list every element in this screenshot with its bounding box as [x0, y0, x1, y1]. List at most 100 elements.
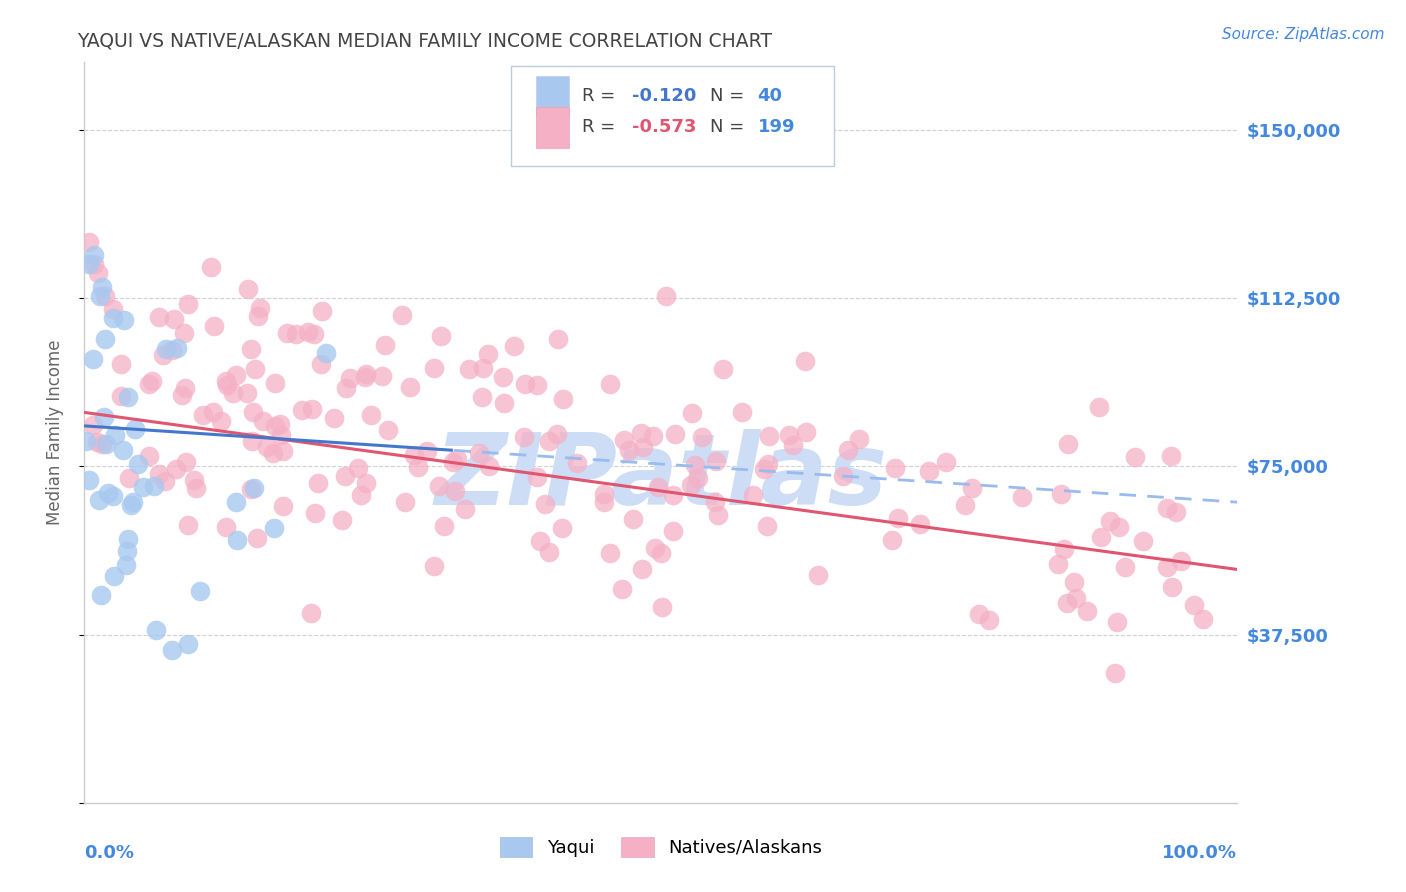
Yaqui	[77, 474, 100, 488]
Natives/Alaskans	[1063, 575, 1085, 590]
Natives/Alaskans	[377, 423, 399, 437]
Yaqui	[90, 587, 112, 601]
Natives/Alaskans	[599, 377, 621, 392]
Natives/Alaskans	[513, 377, 536, 392]
Natives/Alaskans	[1047, 557, 1070, 571]
Natives/Alaskans	[731, 405, 754, 419]
Natives/Alaskans	[478, 458, 501, 473]
Natives/Alaskans	[173, 381, 195, 395]
Natives/Alaskans	[884, 461, 907, 475]
Natives/Alaskans	[1098, 514, 1121, 528]
Yaqui	[243, 481, 266, 495]
Natives/Alaskans	[752, 462, 775, 476]
Yaqui	[176, 637, 198, 651]
Yaqui	[94, 332, 117, 346]
Natives/Alaskans	[87, 266, 110, 280]
Natives/Alaskans	[704, 454, 727, 468]
Natives/Alaskans	[304, 506, 326, 520]
Natives/Alaskans	[94, 289, 117, 303]
Natives/Alaskans	[90, 437, 112, 451]
Natives/Alaskans	[565, 456, 588, 470]
Natives/Alaskans	[153, 474, 176, 488]
Natives/Alaskans	[593, 494, 616, 508]
Natives/Alaskans	[446, 451, 468, 466]
Natives/Alaskans	[960, 481, 983, 495]
Natives/Alaskans	[103, 302, 124, 317]
Natives/Alaskans	[309, 357, 332, 371]
Yaqui	[120, 499, 142, 513]
Natives/Alaskans	[360, 408, 382, 422]
Natives/Alaskans	[887, 511, 910, 525]
Natives/Alaskans	[77, 235, 100, 249]
Legend: Yaqui, Natives/Alaskans: Yaqui, Natives/Alaskans	[492, 830, 830, 864]
FancyBboxPatch shape	[510, 66, 834, 166]
Natives/Alaskans	[1132, 534, 1154, 549]
Natives/Alaskans	[1160, 449, 1182, 463]
Natives/Alaskans	[433, 519, 456, 533]
Natives/Alaskans	[264, 376, 287, 391]
Natives/Alaskans	[593, 487, 616, 501]
Yaqui	[162, 643, 184, 657]
Natives/Alaskans	[526, 470, 548, 484]
Natives/Alaskans	[613, 434, 636, 448]
Natives/Alaskans	[271, 499, 294, 513]
Natives/Alaskans	[935, 455, 957, 469]
Natives/Alaskans	[374, 338, 396, 352]
Natives/Alaskans	[148, 310, 170, 324]
Natives/Alaskans	[406, 460, 429, 475]
Yaqui	[112, 313, 135, 327]
Text: 40: 40	[758, 87, 783, 104]
Natives/Alaskans	[214, 374, 236, 388]
Natives/Alaskans	[141, 374, 163, 388]
Natives/Alaskans	[183, 473, 205, 487]
Yaqui	[115, 544, 138, 558]
Text: YAQUI VS NATIVE/ALASKAN MEDIAN FAMILY INCOME CORRELATION CHART: YAQUI VS NATIVE/ALASKAN MEDIAN FAMILY IN…	[77, 31, 772, 50]
Natives/Alaskans	[354, 370, 377, 384]
Natives/Alaskans	[276, 326, 298, 341]
Natives/Alaskans	[880, 533, 903, 547]
Natives/Alaskans	[953, 499, 976, 513]
Natives/Alaskans	[239, 342, 262, 356]
Natives/Alaskans	[551, 392, 574, 407]
Natives/Alaskans	[683, 458, 706, 472]
Text: -0.573: -0.573	[633, 118, 696, 136]
Natives/Alaskans	[1011, 490, 1033, 504]
Yaqui	[114, 558, 136, 572]
Yaqui	[122, 495, 145, 509]
Natives/Alaskans	[152, 348, 174, 362]
Natives/Alaskans	[202, 318, 225, 333]
Yaqui	[87, 493, 110, 508]
Natives/Alaskans	[240, 434, 263, 448]
Natives/Alaskans	[1108, 520, 1130, 534]
Natives/Alaskans	[547, 332, 569, 346]
Natives/Alaskans	[1088, 400, 1111, 414]
Natives/Alaskans	[1049, 487, 1071, 501]
Natives/Alaskans	[796, 425, 818, 439]
Yaqui	[143, 479, 166, 493]
Natives/Alaskans	[269, 417, 291, 431]
Natives/Alaskans	[688, 471, 710, 485]
Natives/Alaskans	[477, 347, 499, 361]
Natives/Alaskans	[235, 386, 257, 401]
Natives/Alaskans	[492, 396, 515, 410]
Yaqui	[166, 341, 188, 355]
Natives/Alaskans	[335, 381, 357, 395]
Natives/Alaskans	[1125, 450, 1147, 465]
Natives/Alaskans	[967, 607, 990, 621]
Natives/Alaskans	[502, 339, 524, 353]
Natives/Alaskans	[551, 521, 574, 535]
Natives/Alaskans	[225, 368, 247, 382]
Natives/Alaskans	[621, 512, 644, 526]
Natives/Alaskans	[444, 483, 467, 498]
Natives/Alaskans	[177, 297, 200, 311]
Natives/Alaskans	[416, 444, 439, 458]
Natives/Alaskans	[209, 414, 232, 428]
Natives/Alaskans	[756, 457, 779, 471]
Natives/Alaskans	[1156, 501, 1178, 516]
Natives/Alaskans	[641, 429, 664, 443]
Natives/Alaskans	[242, 405, 264, 419]
Natives/Alaskans	[908, 516, 931, 531]
Natives/Alaskans	[271, 444, 294, 458]
Natives/Alaskans	[472, 360, 495, 375]
Natives/Alaskans	[537, 545, 560, 559]
